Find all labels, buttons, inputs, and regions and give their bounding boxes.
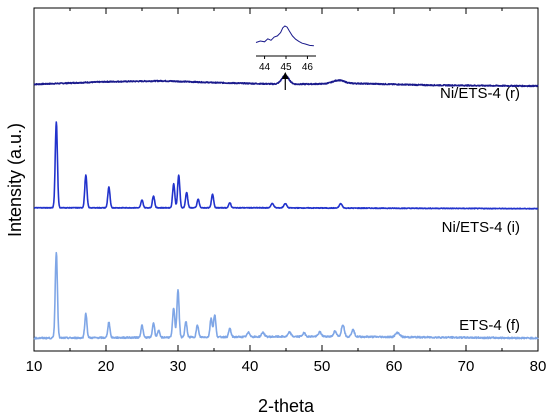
inset-tick-label: 45 [280, 62, 292, 73]
x-tick-label: 40 [242, 358, 259, 375]
arrow-head [281, 72, 289, 79]
series-line [33, 251, 539, 340]
x-tick-label: 20 [98, 358, 115, 375]
x-tick-label: 10 [26, 358, 43, 375]
traces [33, 74, 539, 340]
series-label: Ni/ETS-4 (i) [442, 219, 520, 236]
x-tick-label: 70 [458, 358, 475, 375]
x-tick-label: 60 [386, 358, 403, 375]
inset-tick-label: 44 [259, 62, 271, 73]
x-axis-title: 2-theta [258, 396, 315, 416]
x-axis: 10 20 30 40 50 60 70 80 [26, 8, 547, 375]
series-line [33, 121, 539, 210]
inset-tick-label: 46 [302, 62, 314, 73]
x-tick-label: 50 [314, 358, 331, 375]
series-label: ETS-4 (f) [459, 317, 520, 334]
inset-plot: 44 45 46 [255, 25, 316, 73]
series-label: Ni/ETS-4 (r) [440, 85, 520, 102]
y-axis-title: Intensity (a.u.) [5, 123, 25, 237]
trace-labels: Ni/ETS-4 (r) Ni/ETS-4 (i) ETS-4 (f) [281, 72, 520, 334]
x-tick-label: 80 [530, 358, 547, 375]
plot-frame [33, 7, 539, 352]
inset-line [255, 25, 314, 47]
x-tick-label: 30 [170, 358, 187, 375]
